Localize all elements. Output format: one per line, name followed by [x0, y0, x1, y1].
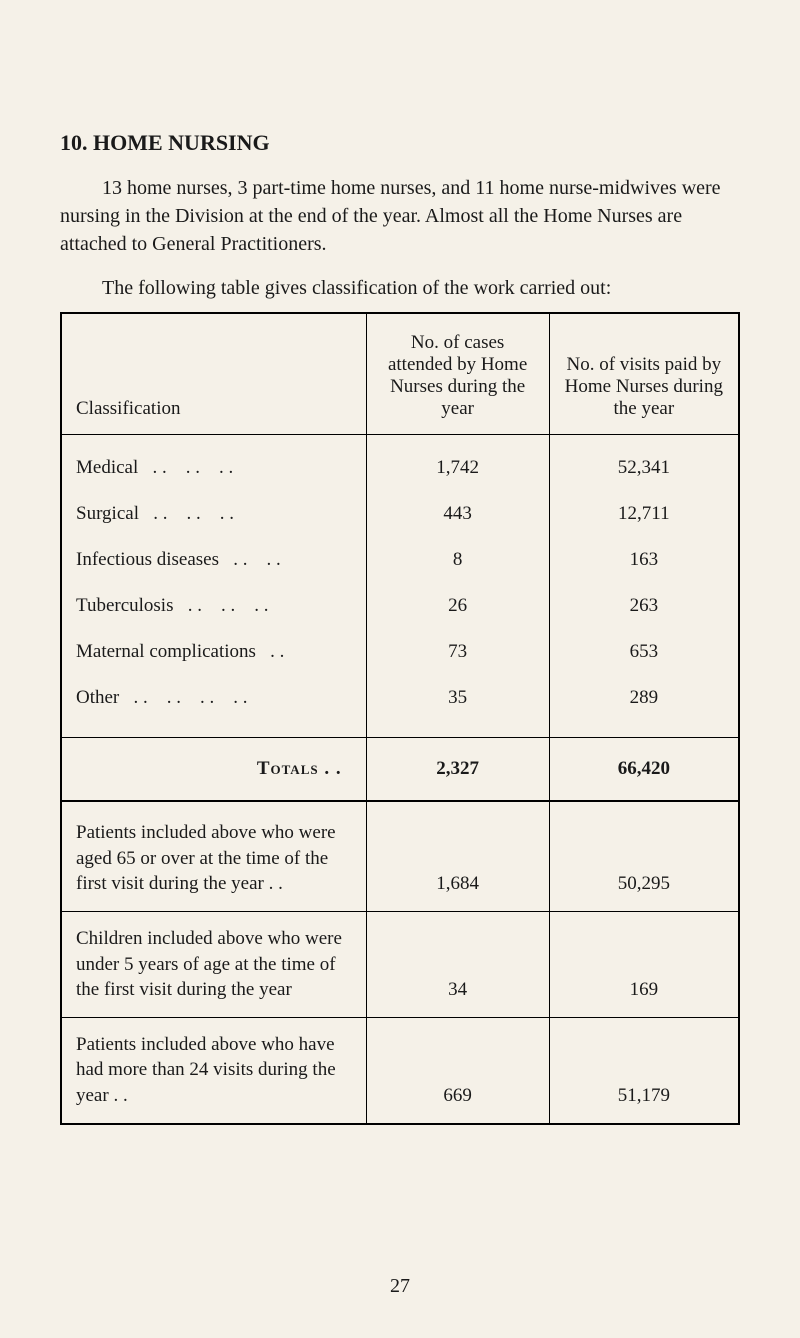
- row-visits: 52,341: [549, 435, 739, 492]
- row-visits: 263: [549, 583, 739, 629]
- table-subrow: Patients included above who were aged 65…: [61, 801, 739, 911]
- row-label: Other . . . . . . . .: [61, 675, 366, 738]
- row-visits: 12,711: [549, 491, 739, 537]
- table-subrow: Patients included above who have had mor…: [61, 1017, 739, 1123]
- row-cases: 1,742: [366, 435, 549, 492]
- table-row: Infectious diseases . . . . 8 163: [61, 537, 739, 583]
- table-subrow: Children included above who were under 5…: [61, 911, 739, 1017]
- row-visits: 163: [549, 537, 739, 583]
- row-visits: 289: [549, 675, 739, 738]
- subrow-label: Patients included above who have had mor…: [61, 1017, 366, 1123]
- subrow-cases: 34: [366, 911, 549, 1017]
- totals-cases: 2,327: [366, 738, 549, 802]
- row-cases: 35: [366, 675, 549, 738]
- table-row: Maternal complications . . 73 653: [61, 629, 739, 675]
- totals-label: Totals . .: [61, 738, 366, 802]
- totals-visits: 66,420: [549, 738, 739, 802]
- subrow-label: Patients included above who were aged 65…: [61, 801, 366, 911]
- row-label: Tuberculosis . . . . . .: [61, 583, 366, 629]
- table-header-row: Classification No. of cases attended by …: [61, 313, 739, 435]
- row-label: Medical . . . . . .: [61, 435, 366, 492]
- page-number: 27: [60, 1275, 740, 1298]
- subrow-cases: 669: [366, 1017, 549, 1123]
- table-row: Tuberculosis . . . . . . 26 263: [61, 583, 739, 629]
- row-cases: 73: [366, 629, 549, 675]
- totals-row: Totals . . 2,327 66,420: [61, 738, 739, 802]
- row-label: Infectious diseases . . . .: [61, 537, 366, 583]
- subrow-visits: 51,179: [549, 1017, 739, 1123]
- row-cases: 8: [366, 537, 549, 583]
- row-label: Surgical . . . . . .: [61, 491, 366, 537]
- document-page: 10. HOME NURSING 13 home nurses, 3 part-…: [0, 0, 800, 1338]
- nursing-table: Classification No. of cases attended by …: [60, 312, 740, 1125]
- row-label: Maternal complications . .: [61, 629, 366, 675]
- row-cases: 26: [366, 583, 549, 629]
- intro-paragraph: 13 home nurses, 3 part-time home nurses,…: [60, 174, 740, 258]
- subrow-cases: 1,684: [366, 801, 549, 911]
- col-header-cases: No. of cases attended by Home Nurses dur…: [366, 313, 549, 435]
- subrow-visits: 169: [549, 911, 739, 1017]
- table-row: Medical . . . . . . 1,742 52,341: [61, 435, 739, 492]
- table-intro: The following table gives classification…: [60, 274, 740, 302]
- row-cases: 443: [366, 491, 549, 537]
- subrow-label: Children included above who were under 5…: [61, 911, 366, 1017]
- section-heading: 10. HOME NURSING: [60, 130, 740, 156]
- subrow-visits: 50,295: [549, 801, 739, 911]
- table-row: Other . . . . . . . . 35 289: [61, 675, 739, 738]
- col-header-classification: Classification: [61, 313, 366, 435]
- col-header-visits: No. of visits paid by Home Nurses during…: [549, 313, 739, 435]
- row-visits: 653: [549, 629, 739, 675]
- table-row: Surgical . . . . . . 443 12,711: [61, 491, 739, 537]
